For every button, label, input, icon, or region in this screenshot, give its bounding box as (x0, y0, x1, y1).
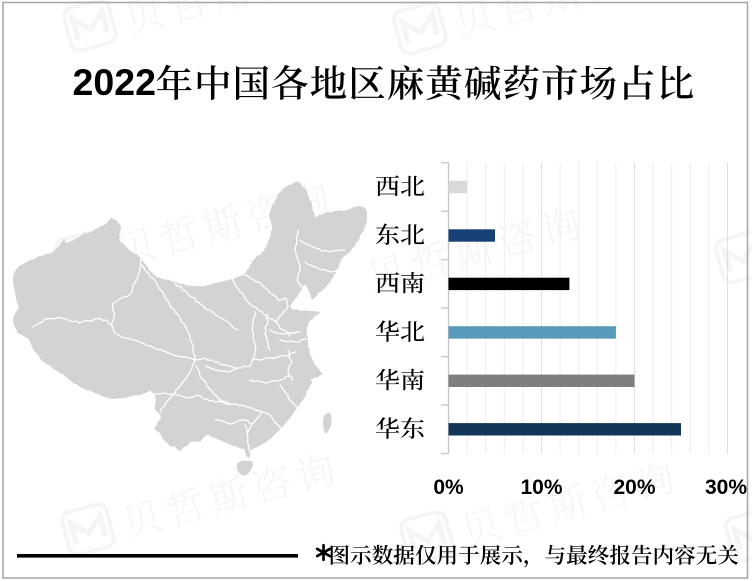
svg-text:20%: 20% (613, 476, 655, 499)
svg-text:10%: 10% (520, 476, 562, 499)
svg-text:30%: 30% (705, 476, 747, 499)
svg-text:0%: 0% (433, 476, 464, 499)
svg-text:2022: 2022 (73, 61, 156, 103)
